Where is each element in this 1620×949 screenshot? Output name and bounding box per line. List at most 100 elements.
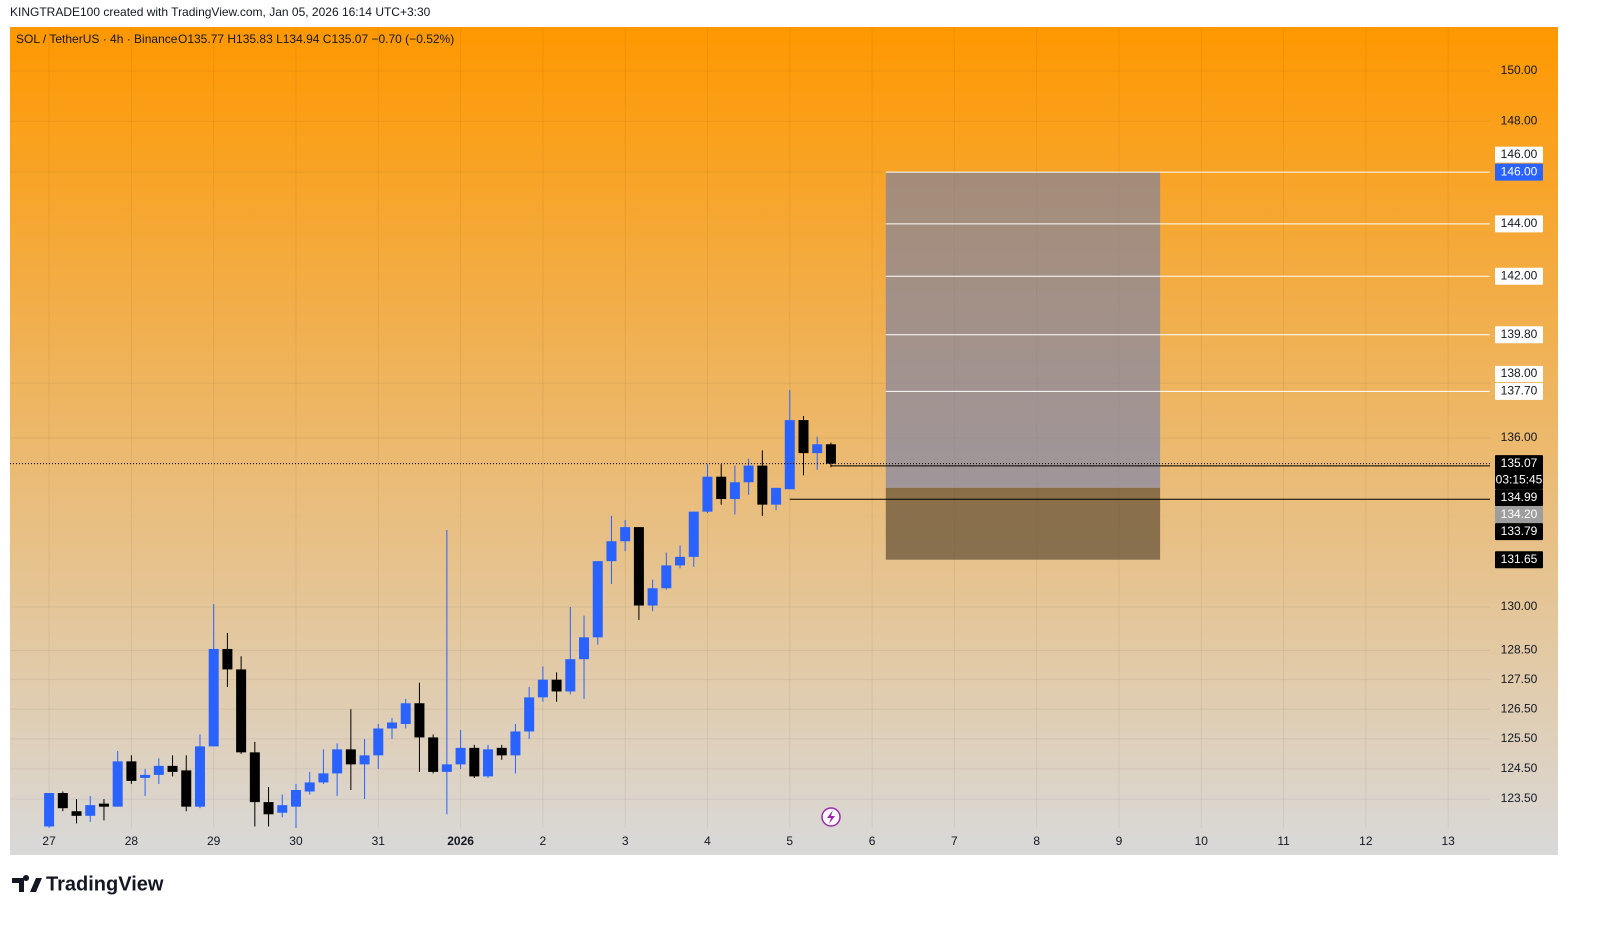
candle-body [126, 761, 137, 781]
x-tick-label: 4 [704, 834, 711, 848]
price-label-bg [1495, 551, 1543, 569]
candle-body [524, 697, 535, 732]
candle-body [455, 747, 466, 765]
candle-body [647, 588, 658, 606]
x-tick-label: 12 [1359, 834, 1373, 848]
candle-body [579, 637, 590, 660]
y-tick-label: 127.50 [1501, 672, 1538, 686]
price-label-bg [1495, 523, 1543, 541]
candle-body [44, 793, 55, 827]
price-label-bg [1495, 489, 1543, 507]
x-tick-label: 9 [1116, 834, 1123, 848]
price-label: 133.79 [1501, 524, 1538, 538]
candle-body [633, 527, 644, 606]
x-tick-label: 28 [125, 834, 139, 848]
y-tick-label: 150.00 [1501, 63, 1538, 77]
candle-body [167, 765, 178, 772]
x-tick-label: 2026 [447, 834, 474, 848]
price-label-bg [1495, 455, 1543, 490]
candle-body [716, 476, 727, 500]
y-tick-label: 146.00 [1501, 147, 1538, 161]
x-tick-label: 13 [1441, 834, 1455, 848]
y-tick-box [1495, 146, 1543, 163]
candle-body [702, 476, 713, 512]
countdown: 03:15:45 [1496, 472, 1543, 486]
candle-body [743, 465, 754, 483]
candle-body [318, 773, 329, 783]
x-tick-label: 27 [42, 834, 56, 848]
candle-body [304, 782, 315, 792]
candle-body [620, 527, 631, 542]
candle-body [140, 774, 151, 778]
y-tick-label: 123.50 [1501, 791, 1538, 805]
price-label-bg [1495, 215, 1543, 233]
price-label-bg [1495, 163, 1543, 181]
x-tick-label: 29 [207, 834, 221, 848]
credit: KINGTRADE100 created with TradingView.co… [10, 5, 431, 19]
candle-body [771, 487, 782, 505]
candle-body [757, 465, 768, 505]
y-tick-label: 138.00 [1501, 366, 1538, 380]
price-label: 135.07 [1501, 456, 1538, 470]
chart-pane [10, 27, 1558, 855]
price-label: 139.80 [1501, 327, 1538, 341]
profit-zone [885, 172, 1161, 488]
price-label: 134.99 [1501, 490, 1538, 504]
candle-body [236, 669, 247, 753]
candle-body [428, 737, 439, 772]
candle-body [510, 731, 521, 756]
candle-body [688, 511, 699, 557]
candle-body [661, 565, 672, 589]
candle-body [181, 770, 192, 807]
candle-body [551, 679, 562, 692]
candle-body [592, 561, 603, 638]
candle-body [85, 805, 96, 816]
price-label: 144.00 [1501, 216, 1538, 230]
price-label: 137.70 [1501, 384, 1538, 398]
x-tick-label: 6 [869, 834, 876, 848]
candle-body [373, 728, 384, 756]
candle-body [98, 803, 109, 807]
candle-body [194, 746, 205, 807]
x-tick-label: 11 [1277, 834, 1290, 848]
candle-body [332, 749, 343, 774]
candle-body [249, 752, 260, 803]
candle-body [483, 749, 494, 777]
candle-body [496, 747, 507, 756]
candle-body [387, 722, 398, 729]
candle-body [729, 482, 740, 500]
candle-body [263, 802, 274, 815]
candle-body [825, 444, 836, 464]
candle-body [469, 747, 480, 777]
y-tick-label: 130.00 [1501, 599, 1538, 613]
y-tick-label: 125.50 [1501, 731, 1538, 745]
x-tick-label: 7 [951, 834, 958, 848]
price-label-bg [1495, 382, 1543, 400]
x-tick-label: 8 [1033, 834, 1040, 848]
plot-layer: 27 28 29 30 31 2026 2 3 4 5 6 7 8 9 10 11 12 13 150.00 148.… [10, 27, 1543, 848]
price-label: 146.00 [1501, 164, 1538, 178]
lightning-icon[interactable] [821, 807, 841, 827]
x-tick-label: 30 [289, 834, 303, 848]
candle-body [222, 648, 233, 670]
candle-body [784, 420, 795, 490]
price-label: 134.20 [1501, 507, 1538, 521]
y-tick-label: 136.00 [1501, 430, 1538, 444]
x-tick-label: 5 [786, 834, 793, 848]
candle-body [565, 659, 576, 692]
ohlc-legend: O135.77 H135.83 L134.94 C135.07 −0.70 (−… [178, 32, 454, 46]
price-label-bg [1495, 506, 1543, 524]
symbol-title: SOL / TetherUS · 4h · Binance [16, 32, 178, 46]
candle-body [675, 556, 686, 566]
x-tick-label: 31 [372, 834, 386, 848]
candle-body [606, 541, 617, 562]
candle-body [345, 749, 356, 765]
candle-body [57, 793, 68, 809]
tradingview-logo: TradingView [12, 873, 164, 895]
candle-body [400, 703, 411, 725]
price-label-bg [1495, 267, 1543, 285]
footer-brand: TradingView [46, 873, 164, 895]
y-tick-label: 124.50 [1501, 761, 1538, 775]
candle-body [71, 811, 82, 816]
